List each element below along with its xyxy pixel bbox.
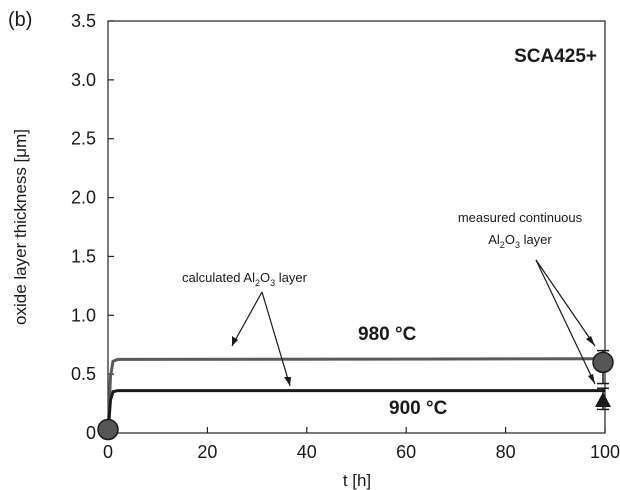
y-axis-label: oxide layer thickness [μm] <box>11 129 30 325</box>
arrowhead-4 <box>588 374 595 384</box>
panel-label: (b) <box>8 9 32 31</box>
x-tick-label: 80 <box>496 442 516 462</box>
arrow-calculated-900 <box>261 291 291 387</box>
x-tick-label: 0 <box>103 442 113 462</box>
x-tick-label: 20 <box>197 442 217 462</box>
x-axis-ticks: 0 20 40 60 80 100 <box>103 427 620 462</box>
x-tick-label: 60 <box>396 442 416 462</box>
y-tick-label: 2.5 <box>71 129 96 149</box>
calculated-annotation: calculated Al2O3 layer <box>182 270 308 288</box>
y-tick-label: 0.5 <box>71 364 96 384</box>
measured-annotation-line2: Al2O3 layer <box>488 232 552 250</box>
y-tick-label: 0 <box>86 423 96 443</box>
arrow-measured-980 <box>535 259 596 347</box>
series-line-0 <box>106 357 606 434</box>
arrowhead-1 <box>232 336 238 346</box>
measured-point-circle <box>592 351 614 374</box>
x-tick-label: 40 <box>297 442 317 462</box>
y-axis-ticks: 0 0.5 1.0 1.5 2.0 2.5 3.0 3.5 <box>71 11 114 443</box>
material-label: SCA425+ <box>514 46 597 67</box>
arrow-calculated-980 <box>231 291 263 347</box>
arrow-heads <box>232 336 595 386</box>
series-line-1 <box>106 389 605 434</box>
measured-point-circle <box>97 418 119 441</box>
measured-point-triangle <box>595 392 612 408</box>
y-tick-label: 1.5 <box>71 246 96 266</box>
plot-frame <box>107 20 606 434</box>
x-axis-label: t [h] <box>343 471 371 490</box>
arrowhead-2 <box>284 377 291 386</box>
y-tick-label: 3.0 <box>71 70 96 90</box>
y-tick-label: 1.0 <box>71 305 96 325</box>
y-tick-label: 2.0 <box>71 188 96 208</box>
measured-annotation-line1: measured continuous <box>458 210 583 225</box>
series-label-980: 980 °C <box>358 324 417 345</box>
arrow-measured-triangle <box>535 259 596 385</box>
x-tick-label: 100 <box>590 442 620 462</box>
series-group <box>106 357 606 434</box>
annotation-arrows <box>231 259 596 387</box>
series-label-900: 900 °C <box>389 398 448 419</box>
y-tick-label: 3.5 <box>71 11 96 31</box>
arrowhead-3 <box>586 336 595 346</box>
measured-points <box>97 349 614 441</box>
